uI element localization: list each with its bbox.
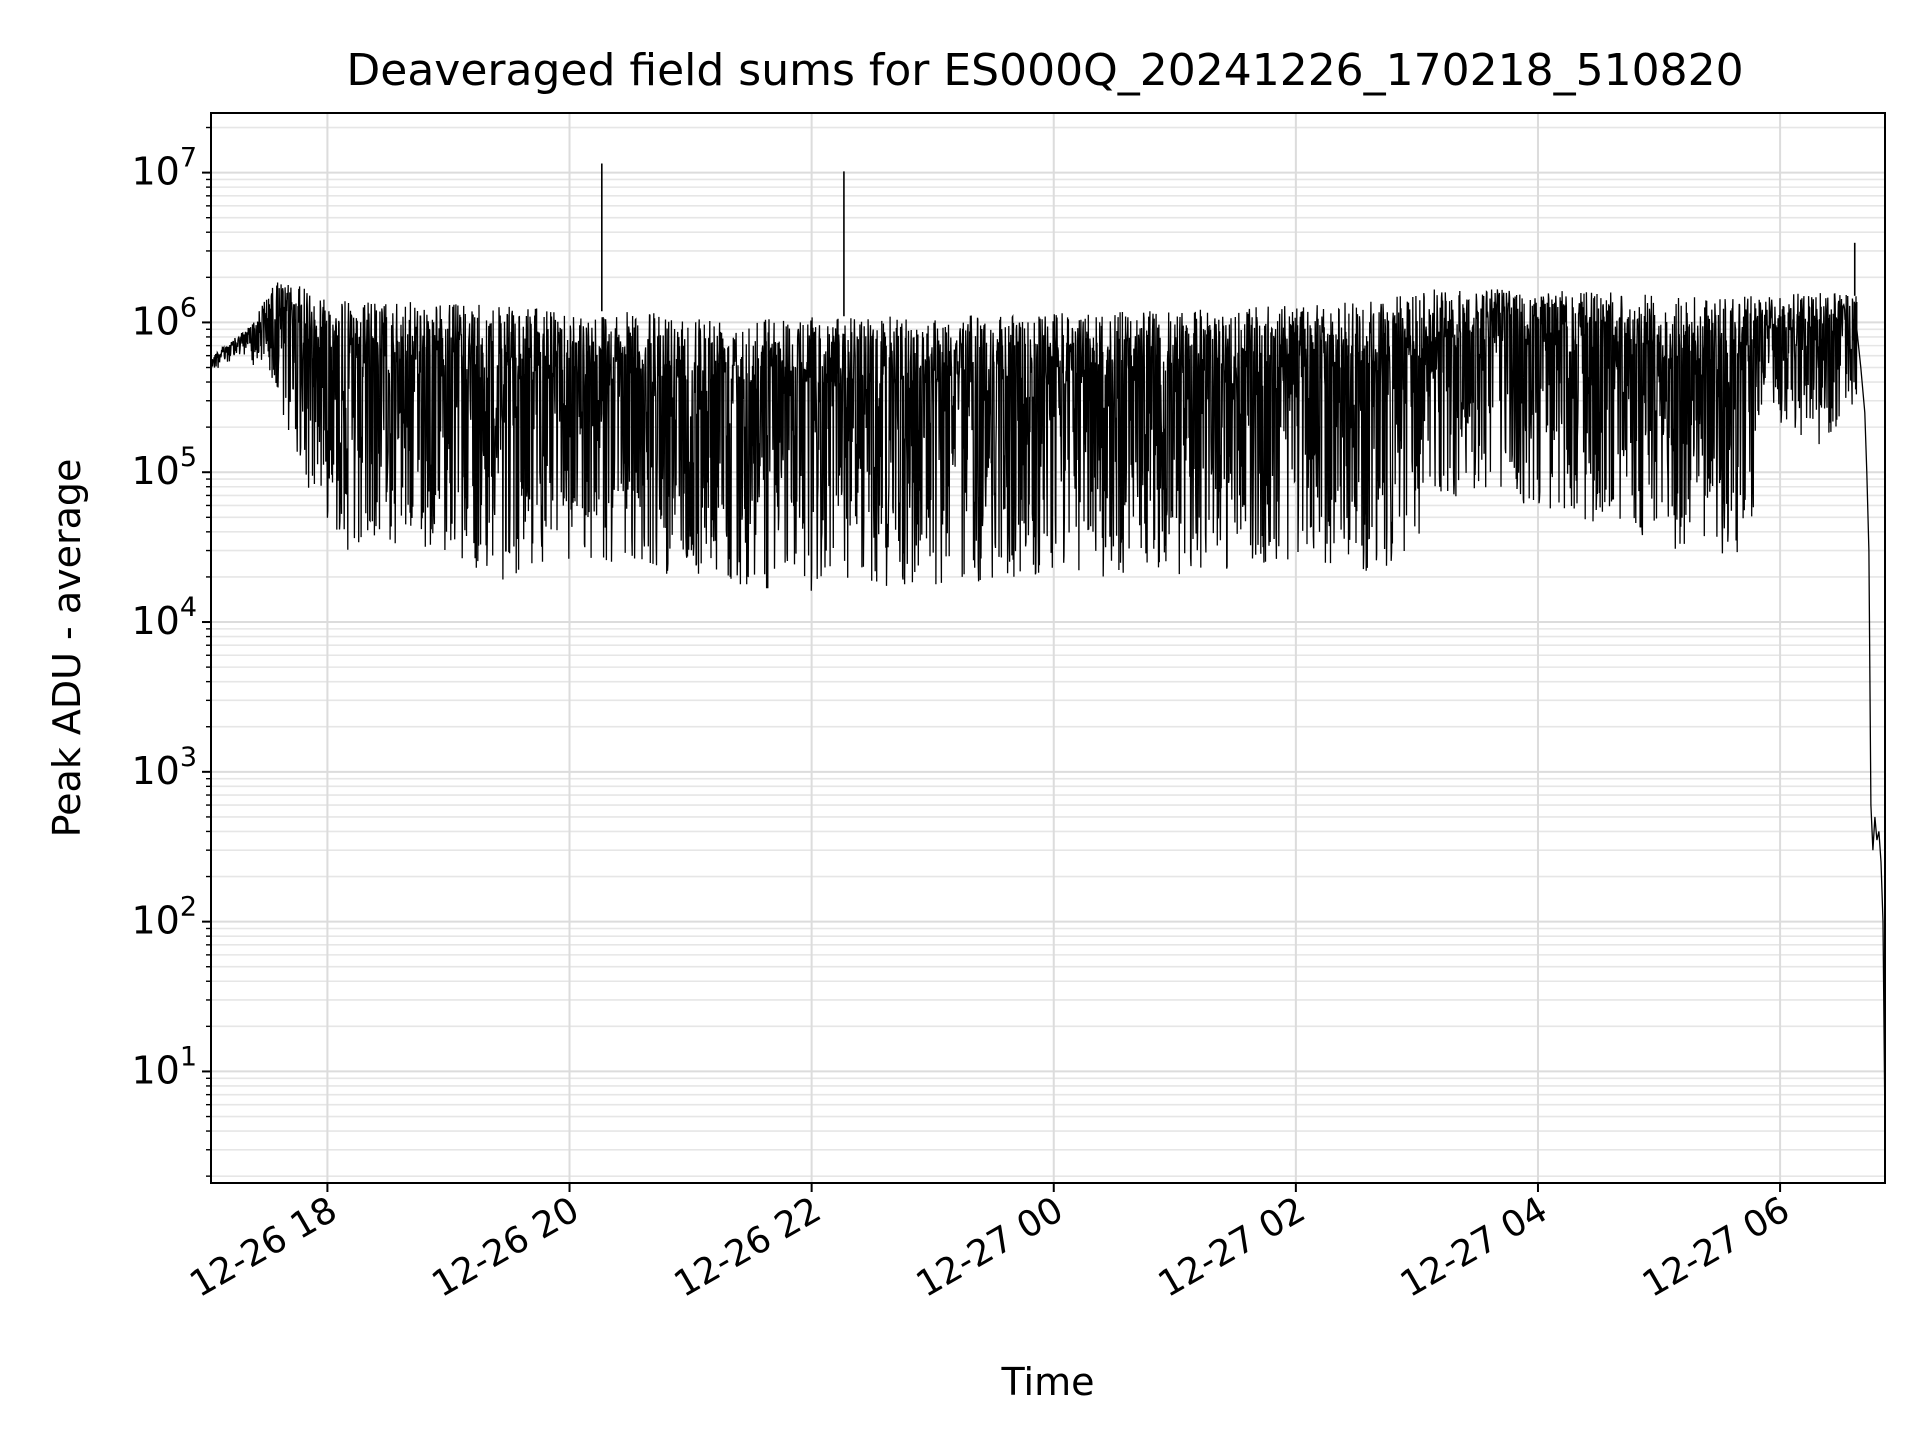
y-tick-label: 105 bbox=[131, 442, 197, 493]
series-layer bbox=[211, 163, 1885, 1132]
y-tick-label: 102 bbox=[131, 892, 197, 943]
y-tick-label: 106 bbox=[131, 292, 197, 343]
y-axis-label: Peak ADU - average bbox=[45, 459, 89, 838]
chart-title: Deaveraged field sums for ES000Q_2024122… bbox=[346, 45, 1743, 96]
series-line bbox=[211, 282, 1885, 1132]
plot-frame bbox=[210, 112, 1886, 1184]
y-tick-label: 104 bbox=[131, 592, 197, 643]
y-tick-label: 101 bbox=[131, 1041, 197, 1092]
y-tick-label: 103 bbox=[131, 742, 197, 793]
y-tick-label: 107 bbox=[131, 143, 197, 194]
y-axis: 101 102 103 104 105 106 107 bbox=[131, 126, 211, 1177]
x-axis-label: Time bbox=[1001, 1360, 1095, 1404]
